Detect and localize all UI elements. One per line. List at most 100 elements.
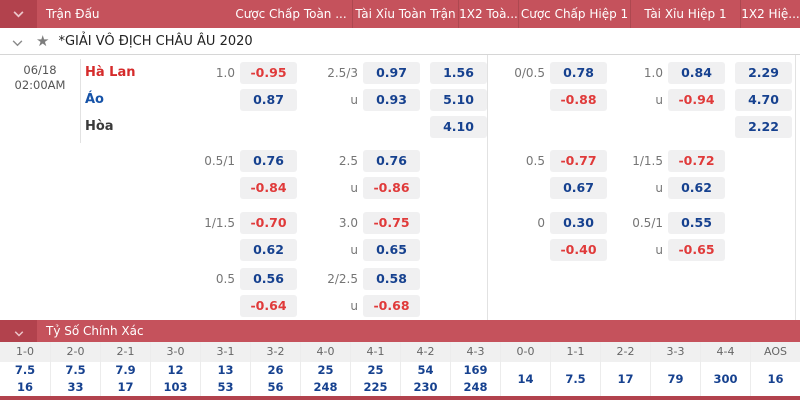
correct-score-collapse-toggle[interactable] (0, 320, 37, 342)
score-odds[interactable]: 14 (517, 371, 534, 386)
league-row[interactable]: ★ *GIẢI VÔ ĐỊCH CHÂU ÂU 2020 (0, 28, 800, 55)
score-odds-group: 25 225 (351, 362, 400, 396)
score-odds[interactable]: 16 (16, 380, 33, 394)
score-odds[interactable]: 230 (413, 380, 438, 394)
h1-overunder-line: 0.5/1 (632, 216, 663, 230)
score-odds[interactable]: 56 (267, 380, 284, 394)
h1-overunder-odds[interactable]: -0.94 (668, 89, 725, 111)
score-odds[interactable]: 248 (463, 380, 488, 394)
collapse-all-toggle[interactable] (0, 0, 37, 28)
score-odds-group: 26 56 (251, 362, 300, 396)
ft-handicap-odds[interactable]: -0.70 (240, 212, 297, 234)
ft-handicap-line: 1/1.5 (204, 216, 235, 230)
score-odds-group: 169 248 (451, 362, 500, 396)
h1-1x2-odds[interactable]: 2.29 (735, 62, 792, 84)
score-odds[interactable]: 16 (767, 371, 784, 386)
ft-1x2-odds[interactable]: 1.56 (430, 62, 487, 84)
ft-1x2-odds[interactable]: 5.10 (430, 89, 487, 111)
ft-handicap-odds[interactable]: -0.84 (240, 177, 297, 199)
ft-1x2-odds[interactable]: 4.10 (430, 116, 487, 138)
h1-overunder-odds[interactable]: -0.72 (668, 150, 725, 172)
score-label: 4-3 (451, 342, 500, 362)
score-odds-group: 7.5 (551, 362, 600, 396)
h1-handicap-odds[interactable]: -0.77 (550, 150, 607, 172)
star-icon[interactable]: ★ (36, 31, 50, 50)
ft-overunder-odds[interactable]: 0.97 (363, 62, 420, 84)
score-odds[interactable]: 54 (417, 363, 434, 377)
score-odds-group: 7.9 17 (101, 362, 150, 396)
score-column: 2-1 7.9 17 (100, 342, 150, 396)
h1-overunder-odds[interactable]: 0.62 (668, 177, 725, 199)
score-column: 3-0 12 103 (150, 342, 200, 396)
column-header-h1-handicap: Cược Chấp Hiệp 1 (518, 0, 630, 28)
score-odds[interactable]: 7.5 (14, 363, 36, 377)
column-header-h1-overunder: Tài Xỉu Hiệp 1 (630, 0, 740, 28)
ft-overunder-odds[interactable]: -0.68 (363, 295, 420, 317)
ft-overunder-odds[interactable]: 0.58 (363, 268, 420, 290)
score-odds[interactable]: 25 (367, 363, 384, 377)
h1-handicap-odds[interactable]: 0.78 (550, 62, 607, 84)
score-odds[interactable]: 17 (617, 371, 634, 386)
ft-handicap-odds[interactable]: 0.76 (240, 150, 297, 172)
score-label: 1-0 (0, 342, 50, 362)
score-odds[interactable]: 17 (117, 380, 134, 394)
ft-overunder-odds[interactable]: -0.86 (363, 177, 420, 199)
score-column: 3-2 26 56 (250, 342, 300, 396)
score-odds[interactable]: 103 (163, 380, 188, 394)
column-header-h1-1x2: 1X2 Hiệ... (740, 0, 800, 28)
h1-handicap-odds[interactable]: 0.67 (550, 177, 607, 199)
score-odds[interactable]: 79 (667, 371, 684, 386)
score-odds[interactable]: 248 (313, 380, 338, 394)
ft-handicap-odds[interactable]: 0.87 (240, 89, 297, 111)
ft-under-label: u (350, 299, 358, 313)
h1-overunder-odds[interactable]: 0.84 (668, 62, 725, 84)
ft-overunder-line: 2.5 (338, 154, 358, 168)
score-odds[interactable]: 300 (713, 371, 738, 386)
score-column: 2-0 7.5 33 (50, 342, 100, 396)
score-odds-group: 12 103 (151, 362, 200, 396)
score-odds-group: 79 (651, 362, 700, 396)
draw-label: Hòa (85, 119, 114, 134)
score-odds-group: 13 53 (201, 362, 250, 396)
score-odds[interactable]: 13 (217, 363, 234, 377)
h1-1x2-odds[interactable]: 2.22 (735, 116, 792, 138)
score-odds[interactable]: 26 (267, 363, 284, 377)
score-label: 4-1 (351, 342, 400, 362)
match-datetime: 06/18 02:00AM (0, 63, 80, 93)
score-odds[interactable]: 7.5 (565, 371, 586, 386)
ft-overunder-odds[interactable]: -0.75 (363, 212, 420, 234)
score-column: 0-0 14 (500, 342, 550, 396)
h1-overunder-line: 1.0 (643, 66, 663, 80)
h1-handicap-odds[interactable]: -0.88 (550, 89, 607, 111)
score-label: 3-0 (151, 342, 200, 362)
score-odds[interactable]: 7.9 (115, 363, 136, 377)
ft-handicap-odds[interactable]: 0.56 (240, 268, 297, 290)
score-odds[interactable]: 53 (217, 380, 234, 394)
score-odds[interactable]: 12 (167, 363, 184, 377)
chevron-down-icon (12, 32, 23, 51)
ft-overunder-odds[interactable]: 0.76 (363, 150, 420, 172)
ft-handicap-odds[interactable]: 0.62 (240, 239, 297, 261)
h1-overunder-odds[interactable]: -0.65 (668, 239, 725, 261)
ft-handicap-line: 1.0 (215, 66, 235, 80)
h1-1x2-odds[interactable]: 4.70 (735, 89, 792, 111)
league-collapse-toggle[interactable] (12, 32, 23, 51)
ft-overunder-odds[interactable]: 0.65 (363, 239, 420, 261)
ft-handicap-odds[interactable]: -0.95 (240, 62, 297, 84)
score-odds[interactable]: 25 (317, 363, 334, 377)
score-odds[interactable]: 7.5 (65, 363, 86, 377)
ft-overunder-line: 2/2.5 (327, 272, 358, 286)
score-odds[interactable]: 33 (67, 380, 84, 394)
column-header-match: Trận Đấu (46, 7, 100, 21)
ft-handicap-odds[interactable]: -0.64 (240, 295, 297, 317)
h1-handicap-odds[interactable]: 0.30 (550, 212, 607, 234)
score-label: AOS (751, 342, 800, 362)
ft-handicap-line: 0.5/1 (204, 154, 235, 168)
score-odds[interactable]: 169 (463, 363, 488, 377)
h1-handicap-odds[interactable]: -0.40 (550, 239, 607, 261)
h1-overunder-odds[interactable]: 0.55 (668, 212, 725, 234)
score-column: 4-0 25 248 (300, 342, 350, 396)
score-label: 2-1 (101, 342, 150, 362)
ft-overunder-odds[interactable]: 0.93 (363, 89, 420, 111)
score-odds[interactable]: 225 (363, 380, 388, 394)
